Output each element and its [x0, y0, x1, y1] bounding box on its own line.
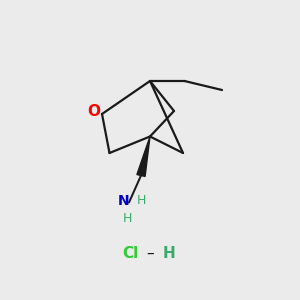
Polygon shape	[137, 136, 150, 176]
Text: H: H	[163, 246, 176, 261]
Text: N: N	[117, 194, 129, 208]
Text: O: O	[87, 103, 100, 118]
Text: H: H	[123, 212, 132, 226]
Text: H: H	[136, 194, 146, 207]
Text: Cl: Cl	[122, 246, 139, 261]
Text: –: –	[146, 246, 154, 261]
